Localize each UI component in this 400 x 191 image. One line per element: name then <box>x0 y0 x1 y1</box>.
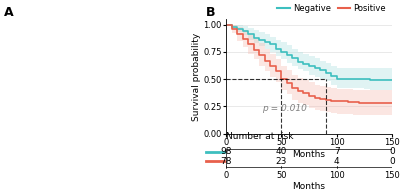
Text: 78: 78 <box>220 157 232 166</box>
Text: A: A <box>4 6 14 19</box>
Text: Number at risk: Number at risk <box>226 132 294 141</box>
Text: 98: 98 <box>220 147 232 156</box>
Text: 0: 0 <box>389 157 395 166</box>
Text: 100: 100 <box>329 171 344 180</box>
X-axis label: Months: Months <box>292 150 326 159</box>
Text: 7: 7 <box>334 147 340 156</box>
Text: 40: 40 <box>276 147 287 156</box>
Text: 50: 50 <box>276 171 286 180</box>
Text: 23: 23 <box>276 157 287 166</box>
Y-axis label: Survival probability: Survival probability <box>192 32 200 121</box>
Text: 150: 150 <box>384 171 400 180</box>
Text: B: B <box>206 6 216 19</box>
Text: 0: 0 <box>389 147 395 156</box>
Text: 0: 0 <box>223 171 229 180</box>
Bar <box>226 149 392 167</box>
Legend: Negative, Positive: Negative, Positive <box>274 0 390 16</box>
Text: 4: 4 <box>334 157 340 166</box>
Text: p = 0.010: p = 0.010 <box>262 104 307 113</box>
Text: Months: Months <box>292 182 326 191</box>
